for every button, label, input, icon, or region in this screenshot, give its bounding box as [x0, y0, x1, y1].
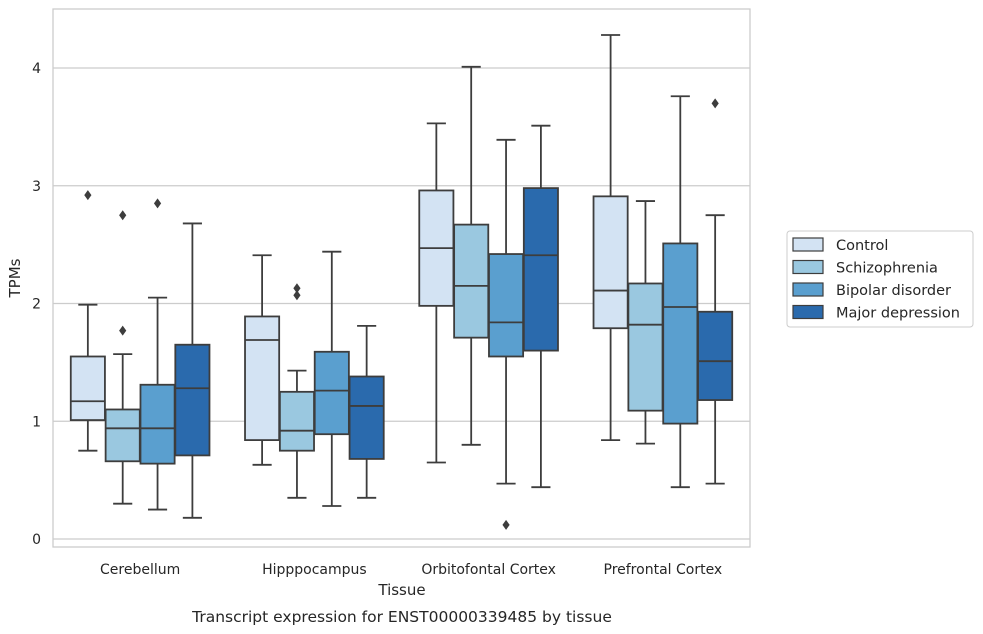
x-tick-label: Prefrontal Cortex: [604, 562, 723, 578]
box-3-3: [697, 98, 734, 485]
box-3-2: [662, 95, 699, 489]
box-2-3: [522, 124, 559, 489]
x-axis-ticks: Cerebellum Hipppocampus Orbitofontal Corte…: [100, 562, 722, 578]
box-body: [244, 315, 281, 441]
box-1-2: [313, 250, 350, 507]
box-body: [662, 242, 699, 425]
outlier-marker: [711, 98, 719, 109]
legend-swatch: [792, 259, 824, 275]
box-body: [488, 253, 525, 358]
y-axis-ticks: 0 1 2 3 4: [32, 61, 41, 548]
box-body: [313, 350, 350, 436]
chart-caption: Transcript expression for ENST0000033948…: [191, 608, 612, 626]
outlier-marker: [119, 325, 127, 336]
y-tick-label: 2: [32, 297, 41, 313]
box-0-0: [69, 190, 106, 452]
legend-swatch: [792, 282, 824, 297]
box-body: [348, 375, 385, 460]
y-axis-title: TPMs: [6, 258, 24, 298]
box-body: [453, 223, 490, 339]
plot-frame: [52, 8, 751, 548]
outlier-marker: [153, 198, 162, 209]
x-axis-title: Tissue: [377, 581, 425, 599]
x-tick-label: Hipppocampus: [262, 562, 367, 578]
box-3-1: [627, 200, 664, 445]
box-body: [69, 355, 106, 421]
box-1-3: [348, 324, 385, 499]
box-1-0: [244, 254, 281, 466]
y-tick-label: 3: [32, 179, 41, 195]
x-tick-label: Cerebellum: [100, 562, 180, 578]
box-2-1: [453, 65, 490, 446]
box-body: [174, 343, 211, 457]
box-3-0: [592, 34, 629, 441]
box-body: [522, 187, 559, 352]
box-body: [104, 408, 141, 463]
box-body: [627, 282, 664, 412]
box-body: [592, 195, 629, 330]
box-0-1: [104, 210, 141, 505]
outlier-marker: [502, 519, 510, 530]
box-plot-boxes: [69, 34, 734, 530]
legend-frame: [786, 230, 974, 328]
outlier-marker: [84, 190, 92, 201]
box-1-1: [278, 283, 315, 499]
outlier-marker: [293, 290, 301, 301]
box-2-2: [488, 138, 525, 530]
legend: Control Schizophrenia Bipolar disorder Majo…: [786, 230, 974, 328]
box-body: [139, 383, 176, 465]
legend-swatch: [792, 237, 824, 252]
x-tick-label: Orbitofontal Cortex: [421, 562, 556, 578]
legend-label: Control: [836, 238, 888, 254]
legend-label: Major depression: [836, 306, 960, 322]
outlier-marker: [119, 210, 127, 221]
box-2-0: [418, 122, 455, 464]
box-0-2: [139, 198, 176, 511]
box-body: [278, 390, 315, 452]
y-tick-label: 4: [32, 61, 41, 77]
y-tick-label: 1: [32, 414, 41, 430]
y-tick-label: 0: [32, 532, 41, 548]
legend-swatch: [792, 304, 824, 320]
box-0-3: [174, 222, 211, 519]
box-body: [697, 310, 734, 401]
legend-label: Bipolar disorder: [836, 283, 951, 299]
legend-label: Schizophrenia: [836, 261, 938, 277]
outlier-marker: [293, 283, 301, 294]
